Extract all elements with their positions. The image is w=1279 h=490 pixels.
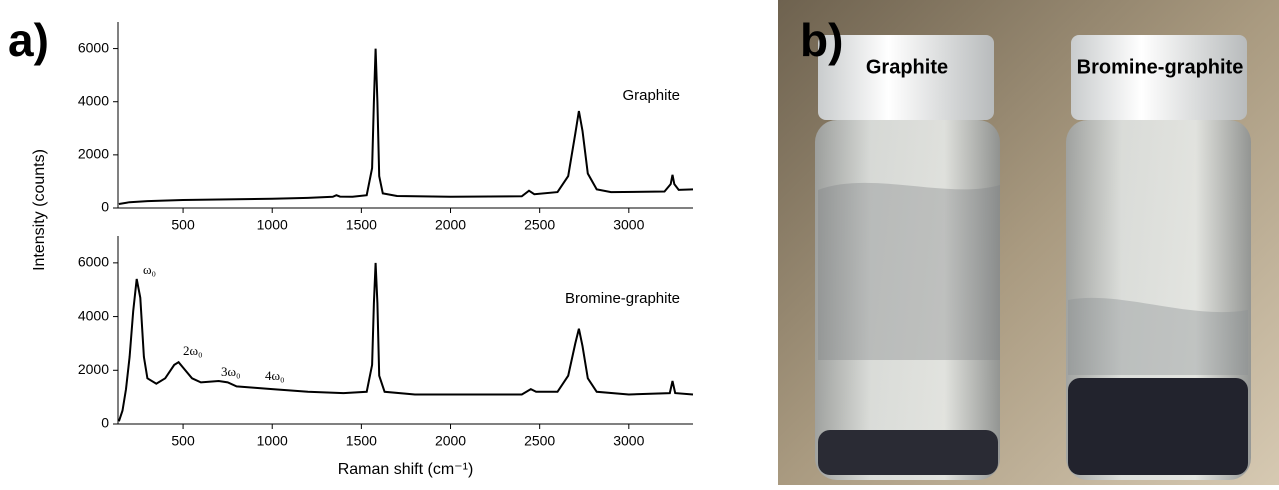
vial <box>815 120 1000 480</box>
y-tick-label: 4000 <box>78 92 109 108</box>
x-tick-label: 2500 <box>524 433 555 449</box>
series-line <box>117 262 694 422</box>
annotation: 3ω₀ <box>221 364 241 379</box>
y-tick-label: 6000 <box>78 254 109 270</box>
annotation: 2ω₀ <box>183 343 203 358</box>
y-tick-label: 4000 <box>78 307 109 323</box>
series-label: Bromine-graphite <box>565 290 680 307</box>
graphite-flakes <box>818 182 1000 360</box>
series-line <box>118 48 694 205</box>
sediment <box>818 430 998 475</box>
series-label: Graphite <box>622 87 680 104</box>
y-tick-label: 6000 <box>78 39 109 55</box>
annotation: 4ω₀ <box>265 368 285 383</box>
annotation: ω₀ <box>143 262 156 277</box>
x-axis-label: Raman shift (cm⁻¹) <box>338 461 474 478</box>
vial-label: Bromine-graphite <box>1077 56 1244 78</box>
y-tick-label: 2000 <box>78 361 109 377</box>
y-tick-label: 0 <box>101 415 109 431</box>
y-tick-label: 0 <box>101 199 109 215</box>
panel-label: a) <box>8 14 49 66</box>
x-tick-label: 1500 <box>346 217 377 233</box>
panel-label: b) <box>800 14 843 66</box>
x-tick-label: 1500 <box>346 433 377 449</box>
x-tick-label: 2500 <box>524 217 555 233</box>
x-tick-label: 3000 <box>613 217 644 233</box>
flakes <box>1068 297 1248 375</box>
vial-cap <box>818 35 994 120</box>
x-tick-label: 2000 <box>435 433 466 449</box>
vial-label: Graphite <box>866 56 948 78</box>
x-tick-label: 500 <box>171 217 195 233</box>
x-tick-label: 2000 <box>435 217 466 233</box>
x-tick-label: 500 <box>171 433 195 449</box>
y-axis-label: Intensity (counts) <box>31 149 48 271</box>
dispersion <box>1068 378 1248 475</box>
vial-cap <box>1071 35 1247 120</box>
x-tick-label: 1000 <box>257 217 288 233</box>
photo: b) Graphite Bromine-graphite <box>778 0 1279 485</box>
x-tick-label: 3000 <box>613 433 644 449</box>
y-tick-label: 2000 <box>78 146 109 162</box>
x-tick-label: 1000 <box>257 433 288 449</box>
